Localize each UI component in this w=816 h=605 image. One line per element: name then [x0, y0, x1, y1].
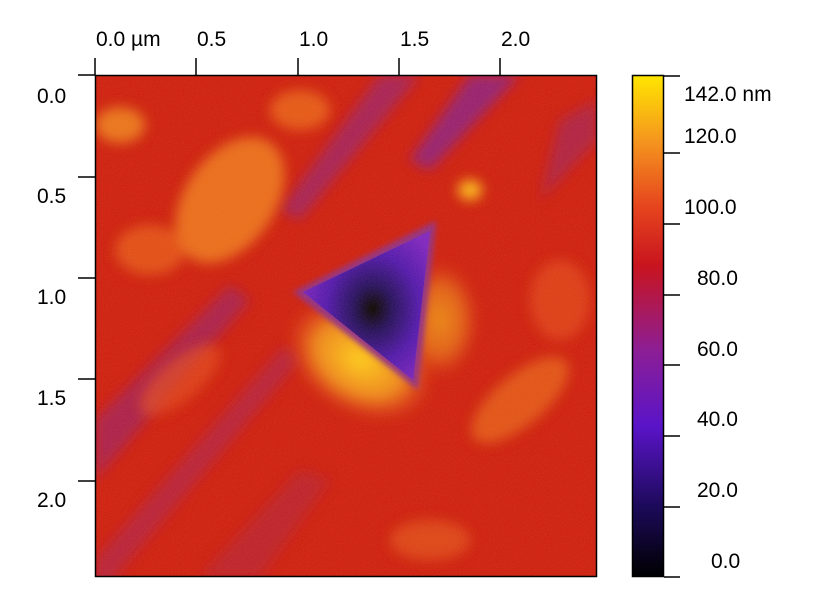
x-axis-ticks: [94, 58, 501, 75]
x-tick-label: 1.5: [400, 28, 430, 51]
y-tick-label: 0.5: [37, 185, 67, 208]
y-tick-label: 1.0: [37, 286, 67, 309]
colorbar-tick-label: 60.0: [697, 338, 738, 361]
x-tick-label: 0.5: [197, 28, 227, 51]
x-tick-label: 0.0 µm: [96, 28, 161, 51]
x-tick-label: 2.0: [501, 28, 531, 51]
afm-height-image: [95, 75, 597, 577]
colorbar-tick-label: 40.0: [697, 408, 738, 431]
colorbar-tick-label: 100.0: [684, 196, 737, 219]
x-tick-label: 1.0: [299, 28, 329, 51]
colorbar-tick-label: 120.0: [684, 125, 737, 148]
colorbar: [632, 75, 664, 577]
y-tick-label: 0.0: [37, 85, 67, 108]
colorbar-ticks: [664, 75, 680, 578]
y-tick-label: 1.5: [37, 387, 67, 410]
colorbar-tick-label: 142.0 nm: [684, 83, 772, 106]
colorbar-tick-label: 0.0: [711, 550, 741, 573]
image-frame: [94, 74, 598, 578]
y-axis-ticks: [78, 74, 95, 482]
y-tick-label: 2.0: [37, 489, 67, 512]
colorbar-frame: [631, 74, 665, 578]
colorbar-tick-label: 80.0: [697, 267, 738, 290]
colorbar-tick-label: 20.0: [697, 479, 738, 502]
